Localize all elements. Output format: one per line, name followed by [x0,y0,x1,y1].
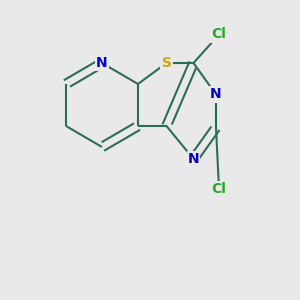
Text: Cl: Cl [212,28,226,41]
Text: N: N [188,152,199,166]
Text: Cl: Cl [212,182,226,196]
Text: N: N [96,56,108,70]
Text: N: N [210,88,222,101]
Text: S: S [161,56,172,70]
